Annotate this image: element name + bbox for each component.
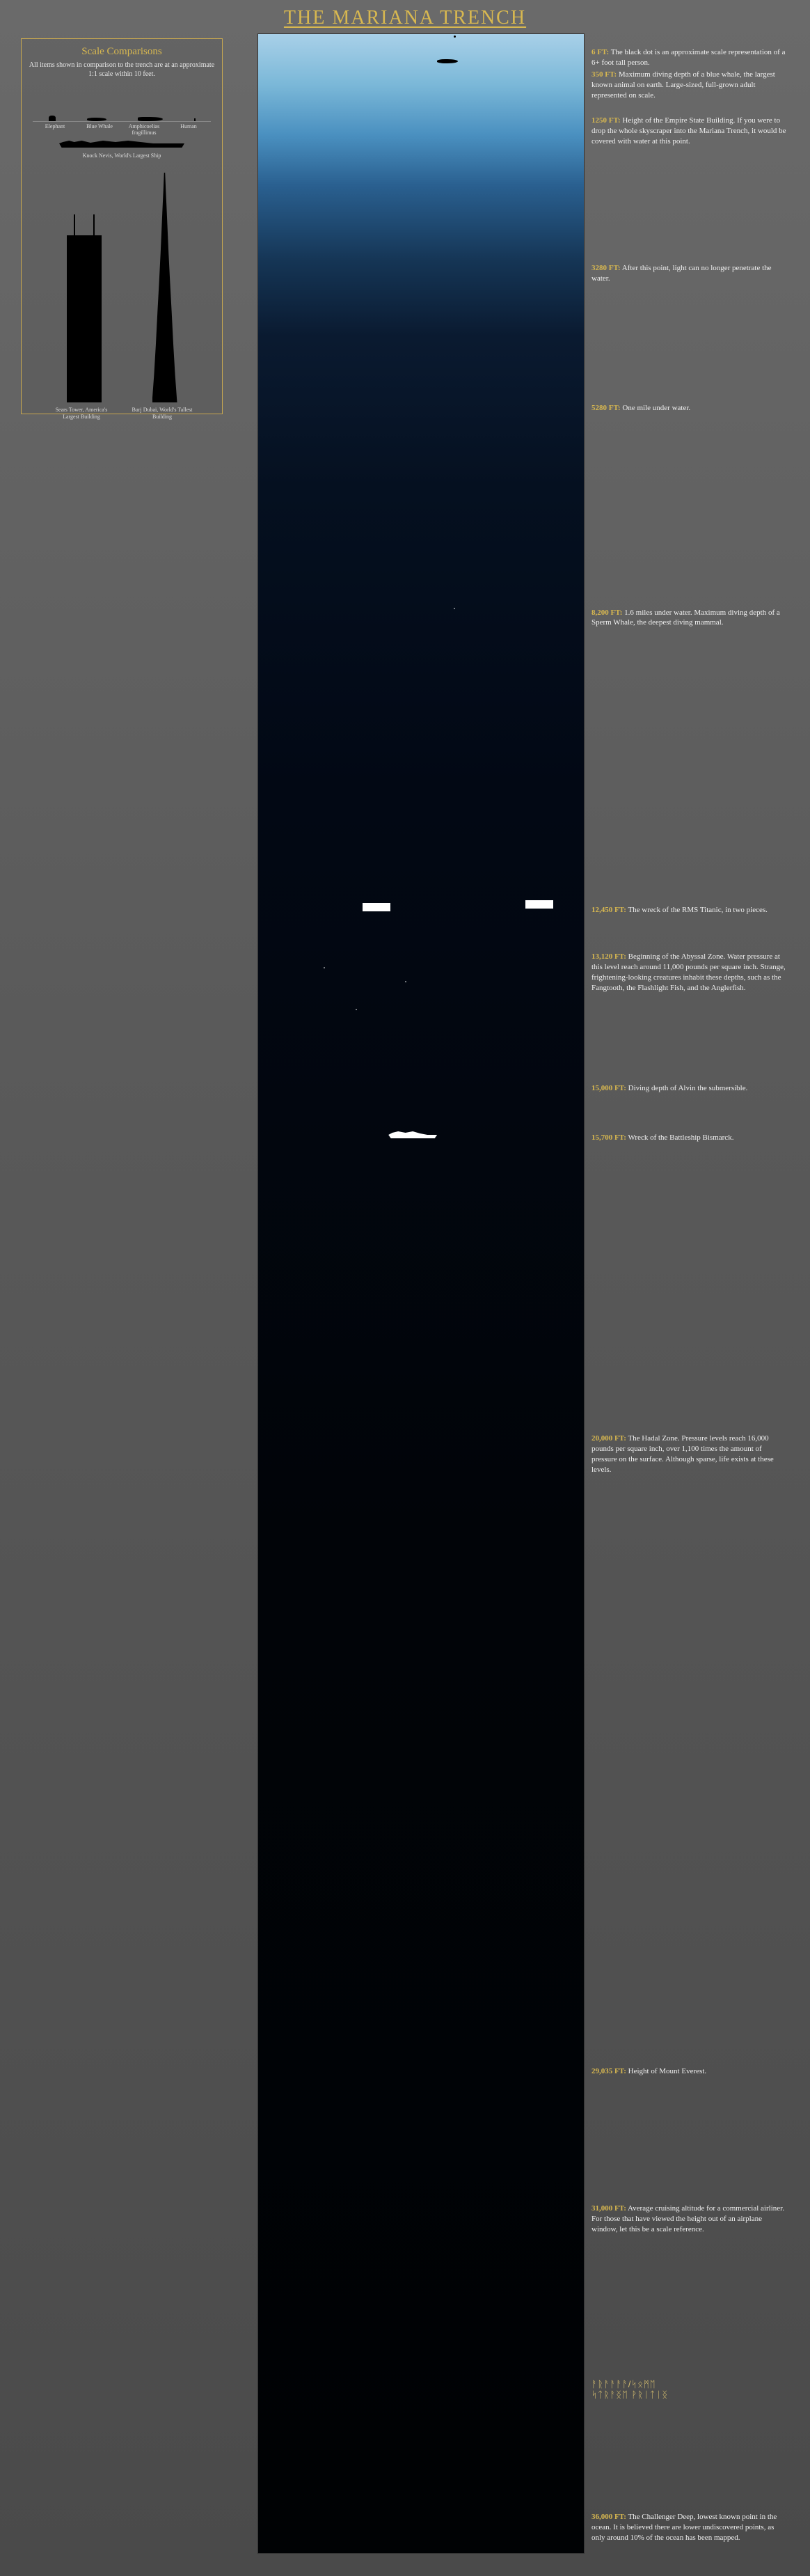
ship-row: Knock Nevis, World's Largest Ship (27, 139, 216, 159)
depth-text: One mile under water. (621, 404, 691, 412)
scale-top-labels: Elephant Blue Whale Amphicoelias fragill… (33, 123, 211, 136)
depth-label: 15,700 FT: (591, 1133, 626, 1142)
sperm-whale-marker (454, 608, 455, 609)
ship-label: Knock Nevis, World's Largest Ship (27, 152, 216, 159)
depth-text: The black dot is an approximate scale re… (591, 48, 785, 67)
depth-note: 29,035 FT: Height of Mount Everest. (591, 2066, 786, 2077)
bismarck-icon (388, 1131, 437, 1138)
human-icon (194, 118, 196, 121)
blue-whale-marker (437, 59, 458, 63)
speck (356, 1009, 357, 1010)
depth-text: Diving depth of Alvin the submersible. (626, 1084, 747, 1092)
depth-note: 350 FT: Maximum diving depth of a blue w… (591, 70, 786, 101)
depth-text: Height of Mount Everest. (626, 2067, 706, 2075)
speck (405, 981, 406, 982)
depth-label: 31,000 FT: (591, 2204, 626, 2213)
sears-label: Sears Tower, America's Largest Building (50, 407, 113, 420)
annotations-column: 6 FT: The black dot is an approximate sc… (591, 33, 793, 2554)
label-whale: Blue Whale (77, 123, 122, 136)
page: THE MARIANA TRENCH Scale Comparisons All… (0, 0, 810, 2576)
depth-note: 13,120 FT: Beginning of the Abyssal Zone… (591, 952, 786, 993)
scale-comparison-box: Scale Comparisons All items shown in com… (21, 38, 223, 414)
depth-label: 20,000 FT: (591, 1434, 626, 1443)
burj-label: Burj Dubai, World's Tallest Building (131, 407, 193, 420)
depth-label: 29,035 FT: (591, 2067, 626, 2075)
dinosaur-icon (138, 117, 163, 121)
depth-text: The wreck of the RMS Titanic, in two pie… (626, 906, 768, 914)
scale-subtitle: All items shown in comparison to the tre… (27, 61, 216, 79)
sears-tower-icon (67, 235, 102, 402)
depth-note: 8,200 FT: 1.6 miles under water. Maximum… (591, 608, 786, 629)
label-elephant: Elephant (33, 123, 77, 136)
depth-note: 36,000 FT: The Challenger Deep, lowest k… (591, 2512, 786, 2543)
depth-label: 15,000 FT: (591, 1084, 626, 1092)
depth-note: 3280 FT: After this point, light can no … (591, 263, 786, 284)
person-dot (454, 36, 456, 38)
depth-label: 6 FT: (591, 48, 609, 56)
elephant-icon (49, 116, 56, 121)
scale-title: Scale Comparisons (27, 46, 216, 58)
blue-whale-icon (87, 118, 106, 121)
depth-label: 350 FT: (591, 70, 617, 79)
label-human: Human (166, 123, 211, 136)
depth-note: 31,000 FT: Average cruising altitude for… (591, 2204, 786, 2235)
buildings-row (41, 166, 202, 402)
label-dino: Amphicoelias fragillimus (122, 123, 166, 136)
depth-label: 8,200 FT: (591, 608, 622, 617)
speck (324, 967, 325, 968)
depth-label: 3280 FT: (591, 264, 621, 272)
depth-text: Height of the Empire State Building. If … (591, 116, 786, 146)
depth-label: 13,120 FT: (591, 952, 626, 961)
page-title: THE MARIANA TRENCH (0, 7, 810, 29)
depth-note: 1250 FT: Height of the Empire State Buil… (591, 116, 786, 147)
depth-text: Wreck of the Battleship Bismarck. (626, 1133, 734, 1142)
depth-note: 20,000 FT: The Hadal Zone. Pressure leve… (591, 1434, 786, 1475)
depth-note: 12,450 FT: The wreck of the RMS Titanic,… (591, 905, 786, 916)
burj-dubai-icon (152, 173, 177, 402)
titanic-bow-icon (363, 903, 390, 911)
depth-note: 5280 FT: One mile under water. (591, 403, 786, 414)
depth-note: 15,700 FT: Wreck of the Battleship Bisma… (591, 1133, 786, 1143)
titanic-stern-icon (525, 900, 553, 909)
alien-glyphs: ᚨᚱᚨᚨᚨᚨ/ᛋᛟᛗᛖ ᛋᛏᚱᚨᛝᛖ ᚹᚱᛁᛏᛁᛝ (591, 2379, 786, 2400)
depth-text: Maximum diving depth of a blue whale, th… (591, 70, 775, 100)
building-labels: Sears Tower, America's Largest Building … (41, 407, 202, 420)
ship-icon (59, 141, 184, 148)
depth-label: 36,000 FT: (591, 2513, 626, 2521)
depth-label: 12,450 FT: (591, 906, 626, 914)
trench-column (257, 33, 585, 2554)
depth-label: 1250 FT: (591, 116, 621, 125)
depth-note: 15,000 FT: Diving depth of Alvin the sub… (591, 1083, 786, 1094)
depth-note: 6 FT: The black dot is an approximate sc… (591, 47, 786, 68)
scale-top-row (33, 87, 211, 122)
depth-label: 5280 FT: (591, 404, 621, 412)
